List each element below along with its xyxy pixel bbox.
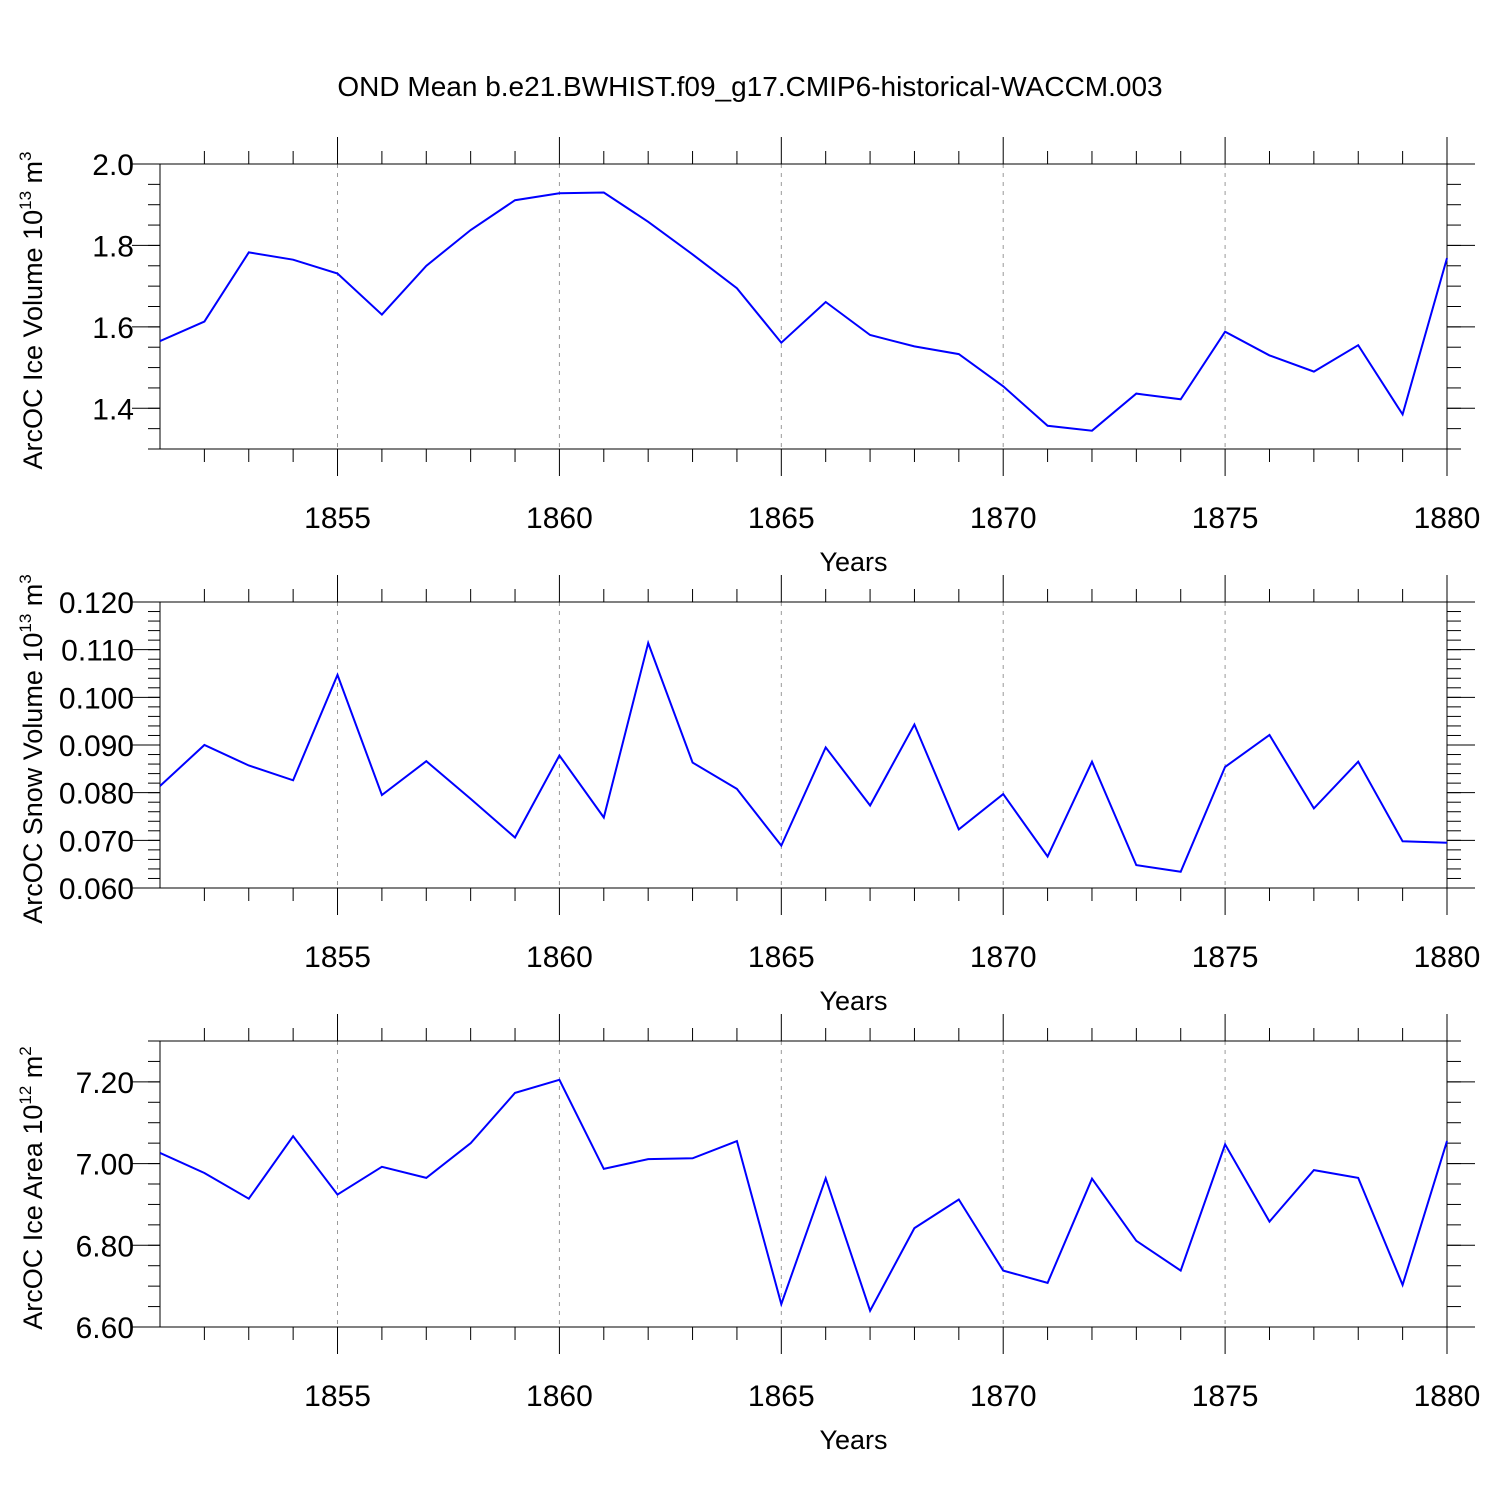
y-tick-label: 6.80 — [76, 1230, 134, 1263]
plot-frame — [159, 163, 1448, 450]
y-tick-label: 1.6 — [92, 312, 134, 345]
chart-panel-ice-volume: 1855 1860 1865 1870 1875 1880 1.4 1.6 1.8 2.0 Year… — [16, 137, 1480, 577]
y-axis-label: ArcOC Snow Volume 1013 m3 — [16, 574, 48, 924]
y-axis-label-exponent: 13 — [16, 191, 35, 210]
y-axis-label-exponent: 13 — [16, 614, 35, 633]
y-axis-label-text: ArcOC Ice Area 10 — [18, 1105, 48, 1330]
y-axis-label-unit-exponent: 3 — [16, 151, 35, 160]
y-axis-label-text: ArcOC Ice Volume 10 — [18, 210, 48, 470]
x-tick-label: 1855 — [304, 502, 371, 535]
y-axis-label-exponent: 12 — [16, 1086, 35, 1105]
x-tick-label: 1860 — [526, 1380, 593, 1413]
y-tick-label: 1.8 — [92, 230, 134, 263]
y-tick-label: 1.4 — [92, 393, 134, 426]
y-tick-label: 7.20 — [76, 1067, 134, 1100]
plot-frame — [159, 1040, 1448, 1328]
x-tick-label: 1860 — [526, 502, 593, 535]
y-tick-label: 0.080 — [59, 778, 134, 811]
y-tick-label: 0.120 — [59, 587, 134, 620]
x-tick-label: 1865 — [748, 941, 815, 974]
y-tick-label: 0.110 — [61, 635, 134, 668]
x-tick-label: 1855 — [304, 941, 371, 974]
chart-panel-ice-area: 1855 1860 1865 1870 1875 1880 6.60 6.80 7.00 7.20… — [16, 1014, 1480, 1455]
x-tick-label: 1875 — [1192, 941, 1259, 974]
y-axis-label-unit: m — [18, 584, 48, 614]
x-tick-label: 1875 — [1192, 1380, 1259, 1413]
figure-title: OND Mean b.e21.BWHIST.f09_g17.CMIP6-hist… — [337, 71, 1162, 102]
y-axis-label-unit: m — [18, 1056, 48, 1086]
x-tick-label: 1870 — [970, 941, 1037, 974]
y-axis-label: ArcOC Ice Volume 1013 m3 — [16, 151, 48, 469]
y-axis-label: ArcOC Ice Area 1012 m2 — [16, 1046, 48, 1330]
series-line-snow-volume — [160, 639, 1448, 873]
chart-panel-snow-volume: 1855 1860 1865 1870 1875 1880 0.060 0.070 0.080 0… — [16, 574, 1480, 1016]
x-tick-label: 1870 — [970, 502, 1037, 535]
y-tick-label: 2.0 — [92, 149, 134, 182]
y-tick-label: 7.00 — [76, 1149, 134, 1182]
y-tick-label: 0.070 — [59, 825, 134, 858]
y-axis-label-unit-exponent: 2 — [16, 1046, 35, 1055]
x-axis-label: Years — [819, 986, 887, 1016]
y-axis-label-unit: m — [18, 161, 48, 191]
y-tick-label: 6.60 — [76, 1312, 134, 1345]
x-axis-label: Years — [819, 1425, 887, 1455]
x-tick-label: 1880 — [1414, 502, 1481, 535]
x-tick-label: 1865 — [748, 1380, 815, 1413]
x-tick-label: 1865 — [748, 502, 815, 535]
x-axis-label: Years — [819, 547, 887, 577]
y-axis-label-unit-exponent: 3 — [16, 574, 35, 583]
plot-frame — [159, 601, 1448, 889]
x-tick-label: 1880 — [1414, 941, 1481, 974]
y-axis-label-text: ArcOC Snow Volume 10 — [18, 633, 48, 924]
x-tick-label: 1870 — [970, 1380, 1037, 1413]
y-tick-label: 0.060 — [59, 873, 134, 906]
series-line-ice-area — [160, 1078, 1448, 1314]
series-line-ice-volume — [160, 191, 1448, 432]
y-tick-label: 0.090 — [59, 730, 134, 763]
x-tick-label: 1880 — [1414, 1380, 1481, 1413]
y-tick-label: 0.100 — [59, 682, 134, 715]
x-tick-label: 1855 — [304, 1380, 371, 1413]
x-tick-label: 1875 — [1192, 502, 1259, 535]
panels: 1855 1860 1865 1870 1875 1880 1.4 1.6 1.8 2.0 Year… — [16, 137, 1480, 1455]
x-tick-label: 1860 — [526, 941, 593, 974]
